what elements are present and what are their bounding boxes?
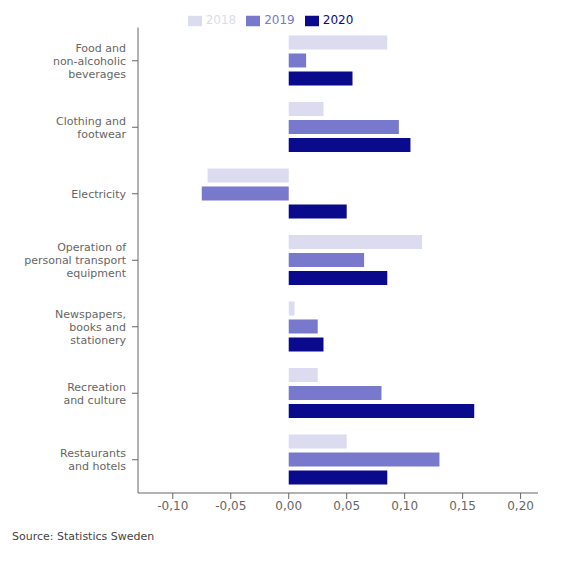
svg-text:Operation ofpersonal transport: Operation ofpersonal transportequipment (24, 241, 127, 280)
svg-text:0,10: 0,10 (391, 499, 418, 513)
html-text:2020: 2020 (322, 13, 354, 27)
svg-text:-0,10: -0,10 (157, 499, 188, 513)
svg-text:0,00: 0,00 (275, 499, 302, 513)
svg-text:Clothing andfootwear: Clothing andfootwear (56, 115, 126, 141)
html-text:2018: 2018 (205, 13, 237, 27)
svg-text:Newspapers,books andstationery: Newspapers,books andstationery (55, 308, 126, 347)
svg-text:0,20: 0,20 (507, 499, 534, 513)
svg-text:Food andnon-alcoholicbeverages: Food andnon-alcoholicbeverages (53, 42, 126, 81)
svg-text:-0,05: -0,05 (215, 499, 246, 513)
svg-text:Electricity: Electricity (71, 188, 126, 201)
html-text:2019: 2019 (264, 13, 295, 27)
html-text:Source: Statistics Sweden: Source: Statistics Sweden (12, 530, 155, 543)
svg-text:Recreationand culture: Recreationand culture (63, 381, 126, 407)
svg-text:0,15: 0,15 (449, 499, 476, 513)
svg-text:Restaurantsand hotels: Restaurantsand hotels (60, 447, 126, 473)
svg-text:0,05: 0,05 (333, 499, 360, 513)
